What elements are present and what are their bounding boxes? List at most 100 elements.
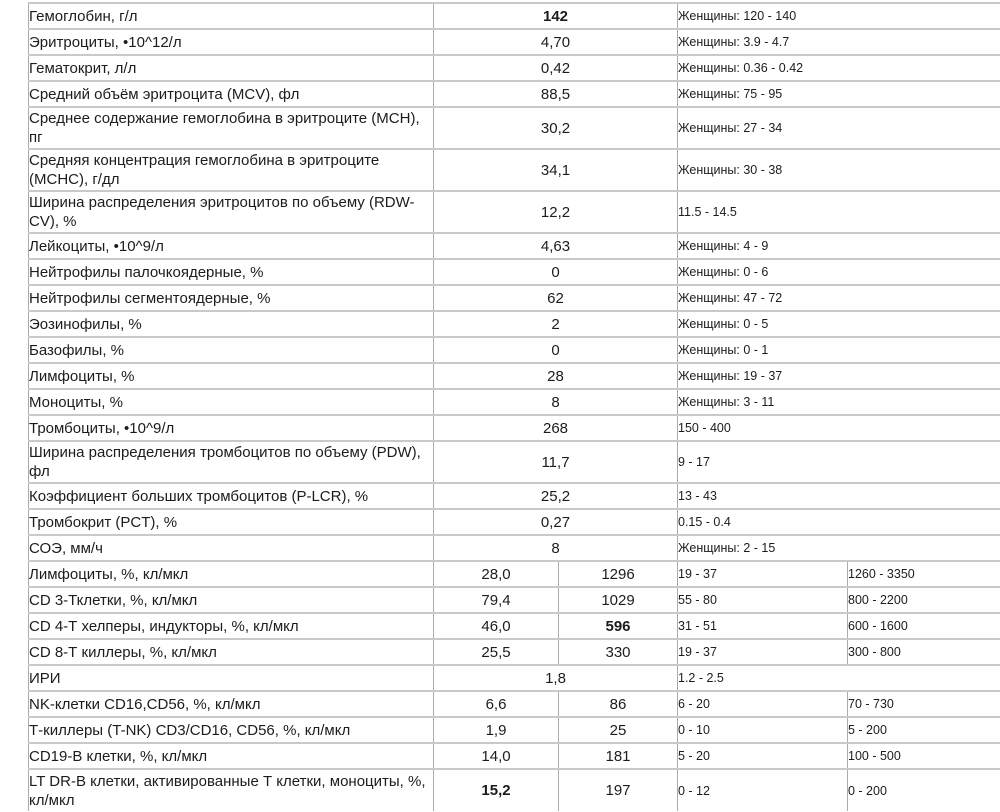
parameter-name: Т-киллеры (T-NK) CD3/CD16, CD56, %, кл/м… (28, 716, 434, 743)
table-row: CD19-B клетки, %, кл/мкл 14,0 181 5 - 20 100… (28, 742, 1000, 769)
result-value: 142 (433, 2, 678, 29)
table-row: Ширина распределения эритроцитов по объе… (28, 190, 1000, 233)
reference-range: Женщины: 0 - 5 (676, 310, 1000, 337)
result-value: 596 (558, 612, 678, 639)
table-row: CD 3-Тклетки, %, кл/мкл 79,4 1029 55 - 80 80… (28, 586, 1000, 613)
table-row: Базофилы, % 0 Женщины: 0 - 1 (28, 336, 1000, 363)
result-value: 25,5 (433, 638, 559, 665)
parameter-name: Лимфоциты, %, кл/мкл (28, 560, 434, 587)
reference-range: Женщины: 27 - 34 (676, 106, 1000, 149)
reference-range: Женщины: 19 - 37 (676, 362, 1000, 389)
reference-range: Женщины: 120 - 140 (676, 2, 1000, 29)
table-row: Эозинофилы, % 2 Женщины: 0 - 5 (28, 310, 1000, 337)
result-value: 30,2 (433, 106, 678, 149)
table-row: LT DR-B клетки, активированные Т клетки,… (28, 768, 1000, 811)
table-row: Нейтрофилы палочкоядерные, % 0 Женщины: 0 … (28, 258, 1000, 285)
reference-range: 13 - 43 (676, 482, 1000, 509)
parameter-name: Эозинофилы, % (28, 310, 434, 337)
reference-range: Женщины: 4 - 9 (676, 232, 1000, 259)
result-value: 8 (433, 534, 678, 561)
reference-range: 55 - 80 (677, 586, 848, 613)
reference-range: 0 - 10 (677, 716, 848, 743)
result-value: 6,6 (433, 690, 559, 717)
result-value: 28,0 (433, 560, 559, 587)
result-value: 15,2 (433, 768, 559, 811)
reference-range: 300 - 800 (846, 638, 1000, 665)
result-value: 8 (433, 388, 678, 415)
table-row: Гемоглобин, г/л 142 Женщины: 120 - 140 (28, 2, 1000, 29)
table-row: CD 8-Т киллеры, %, кл/мкл 25,5 330 19 - 37 3… (28, 638, 1000, 665)
table-row: Коэффициент больших тромбоцитов (P-LCR),… (28, 482, 1000, 509)
parameter-name: Моноциты, % (28, 388, 434, 415)
parameter-name: LT DR-B клетки, активированные Т клетки,… (28, 768, 434, 811)
table-row: ИРИ 1,8 1.2 - 2.5 (28, 664, 1000, 691)
result-value: 86 (558, 690, 678, 717)
result-value: 0 (433, 336, 678, 363)
table-row: Лимфоциты, %, кл/мкл 28,0 1296 19 - 37 1260 … (28, 560, 1000, 587)
result-value: 34,1 (433, 148, 678, 191)
table-row: Среднее содержание гемоглобина в эритроц… (28, 106, 1000, 149)
result-value: 0,42 (433, 54, 678, 81)
result-value: 46,0 (433, 612, 559, 639)
table-row: Эритроциты, •10^12/л 4,70 Женщины: 3.9 - 4… (28, 28, 1000, 55)
result-value: 268 (433, 414, 678, 441)
parameter-name: Средний объём эритроцита (MCV), фл (28, 80, 434, 107)
result-value: 25,2 (433, 482, 678, 509)
parameter-name: Нейтрофилы палочкоядерные, % (28, 258, 434, 285)
result-value: 79,4 (433, 586, 559, 613)
table-row: Ширина распределения тромбоцитов по объе… (28, 440, 1000, 483)
table-row: Средняя концентрация гемоглобина в эритр… (28, 148, 1000, 191)
parameter-name: Ширина распределения тромбоцитов по объе… (28, 440, 434, 483)
reference-range: 600 - 1600 (846, 612, 1000, 639)
result-value: 88,5 (433, 80, 678, 107)
reference-range: 31 - 51 (677, 612, 848, 639)
reference-range: Женщины: 47 - 72 (676, 284, 1000, 311)
reference-range: 6 - 20 (677, 690, 848, 717)
reference-range: Женщины: 3 - 11 (676, 388, 1000, 415)
table-row: Средний объём эритроцита (MCV), фл 88,5 Же… (28, 80, 1000, 107)
result-value: 0 (433, 258, 678, 285)
results-table: Гемоглобин, г/л 142 Женщины: 120 - 140 Эрит… (28, 2, 1000, 811)
reference-range: 11.5 - 14.5 (676, 190, 1000, 233)
lab-results-table: Гемоглобин, г/л 142 Женщины: 120 - 140 Эрит… (28, 2, 1000, 811)
reference-range: 1.2 - 2.5 (676, 664, 1000, 691)
table-row: Тромбокрит (PCT), % 0,27 0.15 - 0.4 (28, 508, 1000, 535)
parameter-name: Коэффициент больших тромбоцитов (P-LCR),… (28, 482, 434, 509)
result-value: 1,9 (433, 716, 559, 743)
table-row: Лейкоциты, •10^9/л 4,63 Женщины: 4 - 9 (28, 232, 1000, 259)
reference-range: Женщины: 2 - 15 (676, 534, 1000, 561)
parameter-name: CD 8-Т киллеры, %, кл/мкл (28, 638, 434, 665)
result-value: 197 (558, 768, 678, 811)
parameter-name: Эритроциты, •10^12/л (28, 28, 434, 55)
result-value: 11,7 (433, 440, 678, 483)
parameter-name: Гематокрит, л/л (28, 54, 434, 81)
reference-range: Женщины: 75 - 95 (676, 80, 1000, 107)
table-row: Нейтрофилы сегментоядерные, % 62 Женщины: … (28, 284, 1000, 311)
parameter-name: Тромбокрит (PCT), % (28, 508, 434, 535)
parameter-name: NK-клетки CD16,CD56, %, кл/мкл (28, 690, 434, 717)
parameter-name: Базофилы, % (28, 336, 434, 363)
result-value: 12,2 (433, 190, 678, 233)
reference-range: 5 - 20 (677, 742, 848, 769)
result-value: 14,0 (433, 742, 559, 769)
parameter-name: Ширина распределения эритроцитов по объе… (28, 190, 434, 233)
reference-range: 19 - 37 (677, 560, 848, 587)
reference-range: 0 - 200 (846, 768, 1000, 811)
table-row: NK-клетки CD16,CD56, %, кл/мкл 6,6 86 6 - 2… (28, 690, 1000, 717)
parameter-name: ИРИ (28, 664, 434, 691)
table-row: Моноциты, % 8 Женщины: 3 - 11 (28, 388, 1000, 415)
reference-range: 100 - 500 (846, 742, 1000, 769)
table-row: Лимфоциты, % 28 Женщины: 19 - 37 (28, 362, 1000, 389)
result-value: 25 (558, 716, 678, 743)
reference-range: Женщины: 0 - 1 (676, 336, 1000, 363)
reference-range: 1260 - 3350 (846, 560, 1000, 587)
parameter-name: Лейкоциты, •10^9/л (28, 232, 434, 259)
parameter-name: Среднее содержание гемоглобина в эритроц… (28, 106, 434, 149)
reference-range: 150 - 400 (676, 414, 1000, 441)
table-row: Гематокрит, л/л 0,42 Женщины: 0.36 - 0.42 (28, 54, 1000, 81)
result-value: 2 (433, 310, 678, 337)
reference-range: 70 - 730 (846, 690, 1000, 717)
reference-range: 0 - 12 (677, 768, 848, 811)
table-row: Т-киллеры (T-NK) CD3/CD16, CD56, %, кл/м… (28, 716, 1000, 743)
reference-range: Женщины: 0 - 6 (676, 258, 1000, 285)
